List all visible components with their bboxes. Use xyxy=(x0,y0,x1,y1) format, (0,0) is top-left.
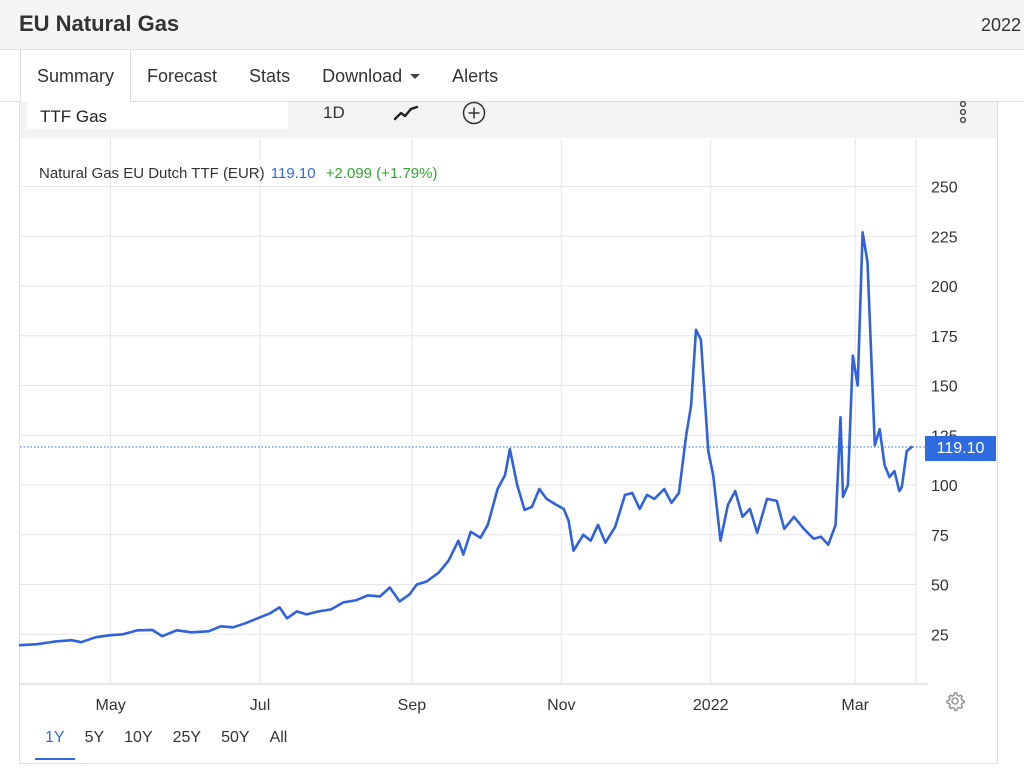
y-tick-label: 100 xyxy=(931,478,958,495)
chevron-down-icon xyxy=(410,73,421,79)
add-circle-icon[interactable] xyxy=(461,100,487,126)
y-tick-label: 50 xyxy=(931,578,949,595)
tab-stats[interactable]: Stats xyxy=(233,50,306,102)
interval-button[interactable]: 1D xyxy=(323,103,345,122)
tabs-divider xyxy=(0,101,1024,102)
legend-name: Natural Gas EU Dutch TTF (EUR) xyxy=(39,165,265,182)
chart-panel xyxy=(19,102,998,764)
gear-icon[interactable] xyxy=(944,690,966,712)
tab-label: Summary xyxy=(37,66,115,86)
page-title: EU Natural Gas xyxy=(19,11,180,36)
range-1y[interactable]: 1Y xyxy=(35,728,75,760)
x-tick-label: Nov xyxy=(547,697,575,714)
tab-forecast[interactable]: Forecast xyxy=(131,50,233,102)
range-50y[interactable]: 50Y xyxy=(221,729,250,746)
y-tick-label: 25 xyxy=(931,627,949,644)
y-tick-label: 250 xyxy=(931,180,958,197)
tab-label: Alerts xyxy=(452,65,499,86)
tab-label: Stats xyxy=(249,65,291,86)
legend-change: +2.099 (+1.79%) xyxy=(325,165,438,182)
y-tick-label: 175 xyxy=(931,329,958,346)
tab-alerts[interactable]: Alerts xyxy=(436,50,514,102)
range-10y[interactable]: 10Y xyxy=(124,729,153,746)
series-line xyxy=(18,231,913,647)
y-tick-label: 225 xyxy=(931,229,958,246)
top-bar: EU Natural Gas 2022 xyxy=(0,0,1024,50)
more-vertical-icon[interactable] xyxy=(954,100,972,126)
x-tick-label: Mar xyxy=(841,697,869,714)
y-tick-label: 200 xyxy=(931,279,958,296)
line-chart-icon[interactable] xyxy=(392,102,420,124)
tab-summary[interactable]: Summary xyxy=(20,50,132,103)
x-tick-label: Sep xyxy=(398,697,427,714)
y-tick-label: 75 xyxy=(931,528,949,545)
x-tick-label: 2022 xyxy=(693,697,729,714)
tab-download[interactable]: Download xyxy=(306,50,436,102)
last-price-tag: 119.10 xyxy=(925,436,996,461)
range-selector: 1Y 5Y 10Y 25Y 50Y All xyxy=(35,728,297,760)
x-tick-label: May xyxy=(96,697,126,714)
tab-label: Forecast xyxy=(147,65,218,86)
y-tick-label: 150 xyxy=(931,379,958,396)
range-all[interactable]: All xyxy=(269,729,288,746)
range-5y[interactable]: 5Y xyxy=(84,729,105,746)
tab-label: Download xyxy=(322,65,403,86)
symbol-input[interactable] xyxy=(27,102,288,129)
year-label: 2022 xyxy=(980,15,1021,35)
range-25y[interactable]: 25Y xyxy=(172,729,202,746)
x-tick-label: Jul xyxy=(250,697,270,714)
legend-price: 119.10 xyxy=(270,165,316,182)
tab-bar: Summary Forecast Stats Download Alerts xyxy=(20,50,514,103)
chart-legend: Natural Gas EU Dutch TTF (EUR) 119.10 +2… xyxy=(39,165,437,182)
